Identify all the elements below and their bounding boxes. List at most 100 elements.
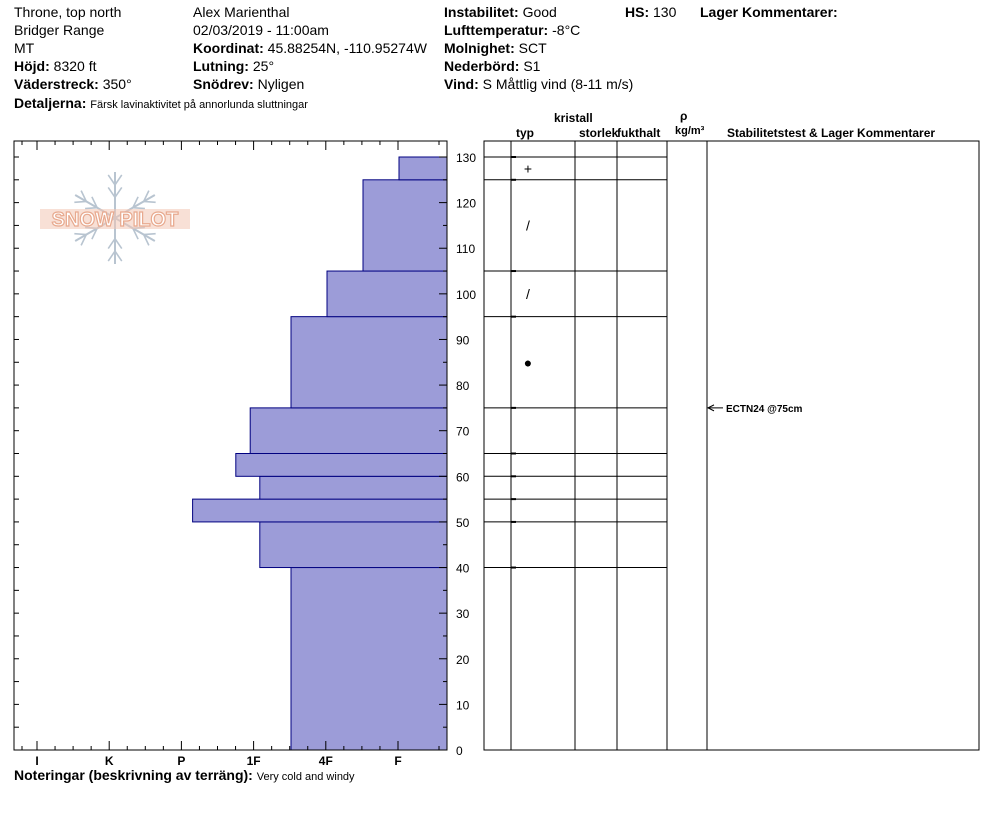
- details: Detaljerna: Färsk lavinaktivitet på anno…: [14, 95, 308, 113]
- snowflake-branch: [114, 174, 123, 186]
- sky-value: SCT: [518, 40, 547, 56]
- snowflake-icon: [40, 172, 190, 264]
- layer-comments-label: Lager Kommentarer:: [700, 4, 838, 20]
- snowflake-branch: [107, 186, 116, 198]
- hardness-bar: [290, 316, 448, 409]
- stability-value: Good: [522, 4, 557, 20]
- x-tick-label: K: [105, 754, 114, 768]
- snowflake-branch: [142, 234, 150, 246]
- snow-height: HS: 130: [625, 4, 676, 20]
- snowflake-branch: [85, 206, 98, 210]
- notes-label: Noteringar (beskrivning av terräng):: [14, 767, 253, 783]
- hardness-bar: [326, 270, 448, 318]
- precipitation: Nederbörd: S1: [444, 58, 540, 74]
- snowflake-branch: [80, 234, 88, 246]
- hardness-bar: [398, 156, 448, 181]
- wind: Vind: S Måttlig vind (8-11 m/s): [444, 76, 633, 92]
- precip-label: Nederbörd:: [444, 58, 520, 74]
- air-temp-value: -8°C: [552, 22, 581, 38]
- snowflake-branch: [80, 190, 88, 202]
- coordinates: Koordinat: 45.88254N, -110.95274W: [193, 40, 427, 56]
- wind-value: S Måttlig vind (8-11 m/s): [482, 76, 634, 92]
- logo-text: SNOW PILOT: [52, 209, 179, 231]
- y-tick-label: 120: [456, 197, 476, 211]
- snowflake-branch: [142, 190, 150, 202]
- rho-header: ρ: [680, 109, 688, 123]
- observation-datetime: 02/03/2019 - 11:00am: [193, 22, 329, 38]
- y-tick-label: 130: [456, 151, 476, 165]
- stability-header: Stabilitetstest & Lager Kommentarer: [727, 126, 936, 140]
- plot-frame: [13, 140, 448, 751]
- snowflake-branch: [132, 196, 139, 208]
- stability-test-label: ECTN24 @75cm: [726, 404, 803, 415]
- notes-value: Very cold and windy: [256, 771, 355, 783]
- snowflake-branch: [91, 228, 98, 240]
- precip-value: S1: [523, 58, 541, 74]
- x-tick-label: F: [394, 754, 401, 768]
- snowflake-branch: [143, 200, 156, 204]
- snowflake-branch: [114, 238, 123, 250]
- sky-cover: Molnighet: SCT: [444, 40, 547, 56]
- y-tick-label: 70: [456, 425, 470, 439]
- aspect-value: 350°: [102, 76, 132, 92]
- y-tick-label: 90: [456, 333, 470, 347]
- aspect: Väderstreck: 350°: [14, 76, 132, 92]
- stability-label: Instabilitet:: [444, 4, 519, 20]
- hardness-bar: [249, 407, 448, 454]
- hs-label: HS:: [625, 4, 650, 20]
- size-header: storlek: [579, 126, 619, 140]
- slope-label: Lutning:: [193, 58, 249, 74]
- y-tick-label: 40: [456, 562, 470, 576]
- location-name: Throne, top north: [14, 4, 122, 20]
- grain-type-symbol: /: [526, 217, 530, 233]
- slope-value: 25°: [252, 58, 275, 74]
- snowpilot-logo: SNOW PILOT: [40, 172, 190, 264]
- elevation-value: 8320 ft: [53, 58, 97, 74]
- hs-value: 130: [653, 4, 677, 20]
- snowflake-branch: [114, 250, 123, 262]
- x-tick-label: 4F: [319, 754, 333, 768]
- y-tick-label: 100: [456, 288, 476, 302]
- y-tick-label: 50: [456, 516, 470, 530]
- layers-table-frame: [483, 140, 980, 751]
- slope-angle: Lutning: 25°: [193, 58, 274, 74]
- y-tick-label: 60: [456, 470, 470, 484]
- y-tick-label: 20: [456, 653, 470, 667]
- wind-loading-value: Nyligen: [257, 76, 305, 92]
- hardness-bar: [235, 453, 448, 477]
- y-tick-label: 110: [456, 242, 475, 256]
- details-value: Färsk lavinaktivitet på annorlunda slutt…: [90, 99, 308, 111]
- wind-loading-label: Snödrev:: [193, 76, 254, 92]
- hardness-bar: [259, 475, 448, 500]
- aspect-label: Väderstreck:: [14, 76, 99, 92]
- snowflake-branch: [107, 238, 116, 250]
- wind-label: Vind:: [444, 76, 479, 92]
- snowflake-branch: [107, 174, 116, 186]
- logo-banner: [40, 209, 190, 229]
- snowflake-branch: [114, 186, 123, 198]
- grain-type-symbol: +: [524, 160, 532, 176]
- state-name: MT: [14, 40, 35, 56]
- hardness-bar: [290, 567, 448, 751]
- x-tick-label: 1F: [247, 754, 261, 768]
- wind-loading: Snödrev: Nyligen: [193, 76, 304, 92]
- y-tick-label: 30: [456, 607, 470, 621]
- type-header: typ: [516, 126, 534, 140]
- elevation: Höjd: 8320 ft: [14, 58, 96, 74]
- grain-type-symbol: ●: [524, 354, 532, 370]
- x-tick-label: I: [35, 754, 38, 768]
- notes: Noteringar (beskrivning av terräng): Ver…: [14, 767, 355, 785]
- sky-label: Molnighet:: [444, 40, 515, 56]
- y-tick-label: 0: [456, 744, 463, 758]
- range-name: Bridger Range: [14, 22, 105, 38]
- snowflake-branch: [91, 196, 98, 208]
- observer-name: Alex Marienthal: [193, 4, 290, 20]
- grain-type-symbol: /: [526, 286, 530, 302]
- y-tick-label: 10: [456, 698, 470, 712]
- elevation-label: Höjd:: [14, 58, 50, 74]
- hardness-bar: [192, 498, 448, 523]
- coordinates-value: 45.88254N, -110.95274W: [267, 40, 427, 56]
- snowflake-branch: [132, 206, 145, 210]
- details-label: Detaljerna:: [14, 95, 87, 111]
